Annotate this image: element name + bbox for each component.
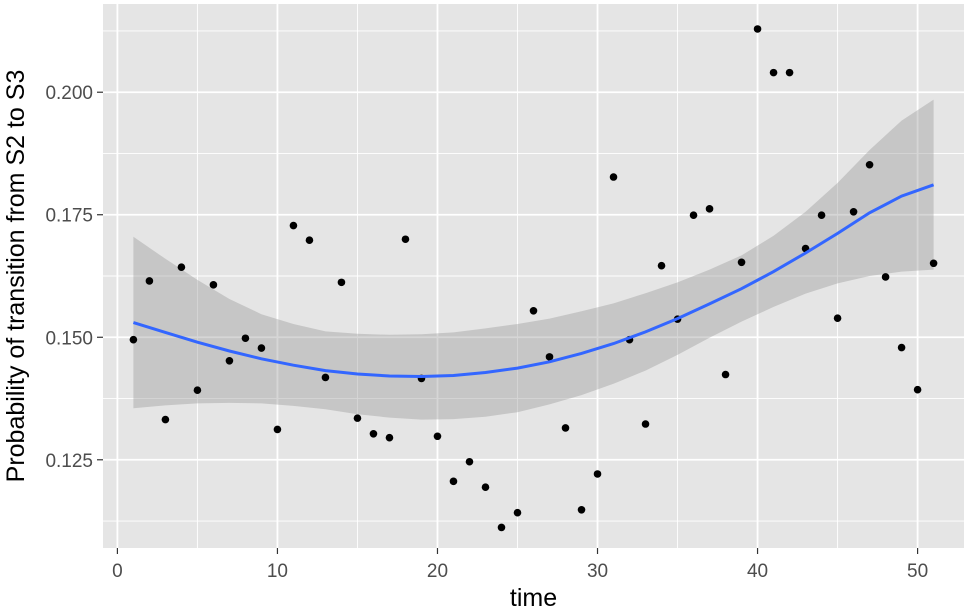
data-point bbox=[897, 343, 906, 352]
data-point bbox=[385, 433, 394, 442]
data-point bbox=[465, 457, 474, 466]
data-point bbox=[785, 68, 794, 77]
data-point bbox=[161, 415, 170, 424]
data-point bbox=[177, 263, 186, 271]
data-point bbox=[513, 508, 522, 517]
data-point bbox=[401, 235, 410, 244]
data-point bbox=[145, 277, 154, 285]
x-tick-label: 40 bbox=[747, 561, 768, 582]
data-point bbox=[929, 259, 938, 268]
data-point bbox=[353, 414, 362, 422]
data-point bbox=[737, 258, 746, 267]
data-point bbox=[289, 221, 298, 230]
x-tick-label: 50 bbox=[907, 561, 928, 582]
data-point bbox=[817, 211, 826, 220]
x-tick-label: 20 bbox=[427, 561, 448, 582]
data-point bbox=[705, 205, 714, 213]
minor-gridlines bbox=[103, 4, 964, 548]
x-tick-label: 30 bbox=[587, 561, 608, 582]
data-point bbox=[721, 370, 730, 379]
data-point bbox=[481, 483, 490, 492]
data-point bbox=[497, 523, 506, 532]
data-point bbox=[433, 432, 442, 441]
x-tick-label: 0 bbox=[112, 561, 123, 582]
data-point bbox=[225, 356, 234, 365]
data-point bbox=[321, 373, 330, 382]
data-point bbox=[257, 344, 266, 352]
y-axis-title: Probability of transition from S2 to S3 bbox=[2, 70, 30, 483]
data-point bbox=[193, 386, 202, 394]
data-point bbox=[577, 505, 586, 514]
data-point bbox=[593, 470, 602, 478]
y-tick-label: 0.175 bbox=[45, 206, 93, 227]
confidence-band bbox=[133, 99, 934, 420]
data-point bbox=[769, 68, 778, 77]
data-point bbox=[337, 278, 346, 287]
y-axis-tick-labels: 0.125 0.150 0.175 0.200 bbox=[45, 83, 93, 472]
data-point bbox=[849, 207, 858, 216]
data-point bbox=[561, 424, 570, 432]
data-point bbox=[753, 25, 762, 33]
data-point bbox=[305, 236, 314, 245]
x-tick-label: 10 bbox=[267, 561, 288, 582]
data-point bbox=[241, 334, 250, 343]
y-tick-label: 0.125 bbox=[45, 451, 93, 472]
y-axis-ticks bbox=[97, 91, 103, 461]
smooth-fit-line bbox=[132, 183, 935, 379]
data-point bbox=[833, 314, 842, 322]
data-point bbox=[369, 430, 378, 438]
y-tick-label: 0.150 bbox=[45, 328, 93, 349]
data-point bbox=[545, 353, 554, 361]
data-point bbox=[209, 281, 218, 289]
data-point bbox=[657, 261, 666, 270]
data-point bbox=[529, 306, 538, 315]
x-axis-tick-labels: 0 10 20 30 40 50 bbox=[112, 561, 928, 582]
data-point bbox=[689, 211, 698, 220]
data-point bbox=[273, 425, 282, 434]
data-point bbox=[449, 477, 458, 486]
y-tick-label: 0.200 bbox=[45, 83, 93, 104]
data-point bbox=[641, 420, 650, 428]
data-point bbox=[609, 173, 618, 181]
x-axis-ticks bbox=[116, 548, 919, 554]
data-point bbox=[913, 385, 922, 394]
data-point bbox=[881, 273, 890, 281]
x-axis-title: time bbox=[510, 584, 557, 612]
data-point bbox=[129, 335, 138, 344]
data-point bbox=[865, 160, 874, 169]
